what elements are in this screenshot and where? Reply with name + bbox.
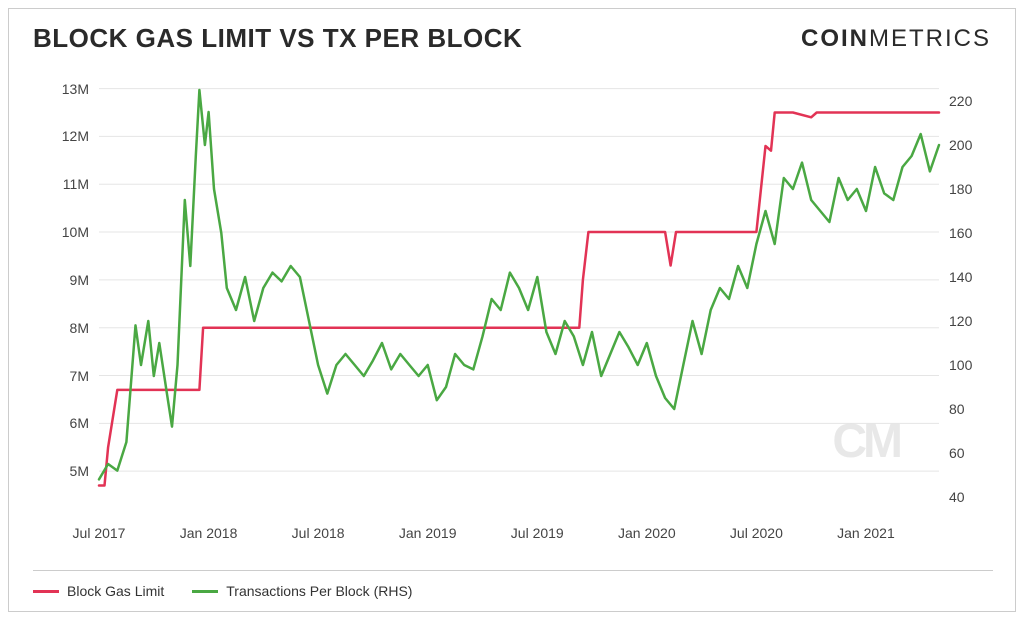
y-right-tick: 60: [949, 445, 1009, 461]
y-left-tick: 9M: [29, 272, 89, 288]
legend-label: Transactions Per Block (RHS): [226, 583, 412, 599]
chart-title: BLOCK GAS LIMIT VS TX PER BLOCK: [33, 23, 522, 54]
plot-svg: [99, 79, 939, 519]
legend-item-gas-limit: Block Gas Limit: [33, 583, 164, 599]
x-tick: Jan 2020: [618, 525, 676, 541]
y-right-tick: 220: [949, 93, 1009, 109]
brand-bold: COIN: [801, 25, 869, 52]
brand-light: METRICS: [869, 25, 991, 52]
y-left-tick: 12M: [29, 128, 89, 144]
x-tick: Jul 2020: [730, 525, 783, 541]
legend: Block Gas Limit Transactions Per Block (…: [33, 570, 993, 599]
y-right-tick: 160: [949, 225, 1009, 241]
legend-swatch: [33, 590, 59, 593]
x-tick: Jan 2021: [837, 525, 895, 541]
y-right-tick: 80: [949, 401, 1009, 417]
y-right-tick: 120: [949, 313, 1009, 329]
brand-logo: COINMETRICS: [801, 25, 991, 53]
y-right-tick: 180: [949, 181, 1009, 197]
x-tick: Jul 2017: [73, 525, 126, 541]
legend-label: Block Gas Limit: [67, 583, 164, 599]
legend-swatch: [192, 590, 218, 593]
y-axis-left-labels: 5M 6M 7M 8M 9M 10M 11M 12M 13M: [29, 79, 89, 519]
x-tick: Jul 2018: [292, 525, 345, 541]
y-right-tick: 40: [949, 489, 1009, 505]
x-axis-labels: Jul 2017Jan 2018Jul 2018Jan 2019Jul 2019…: [99, 525, 939, 549]
chart-header: BLOCK GAS LIMIT VS TX PER BLOCK COINMETR…: [9, 9, 1015, 62]
x-tick: Jan 2018: [180, 525, 238, 541]
y-axis-right-labels: 40 60 80 100 120 140 160 180 200 220: [949, 79, 1009, 519]
y-left-tick: 11M: [29, 176, 89, 192]
y-right-tick: 100: [949, 357, 1009, 373]
x-tick: Jul 2019: [511, 525, 564, 541]
x-tick: Jan 2019: [399, 525, 457, 541]
y-left-tick: 10M: [29, 224, 89, 240]
legend-item-tx-per-block: Transactions Per Block (RHS): [192, 583, 412, 599]
y-right-tick: 140: [949, 269, 1009, 285]
y-left-tick: 13M: [29, 81, 89, 97]
y-left-tick: 5M: [29, 463, 89, 479]
y-left-tick: 7M: [29, 368, 89, 384]
y-right-tick: 200: [949, 137, 1009, 153]
chart-container: BLOCK GAS LIMIT VS TX PER BLOCK COINMETR…: [8, 8, 1016, 612]
y-left-tick: 8M: [29, 320, 89, 336]
plot-area: CM: [99, 79, 939, 519]
y-left-tick: 6M: [29, 415, 89, 431]
